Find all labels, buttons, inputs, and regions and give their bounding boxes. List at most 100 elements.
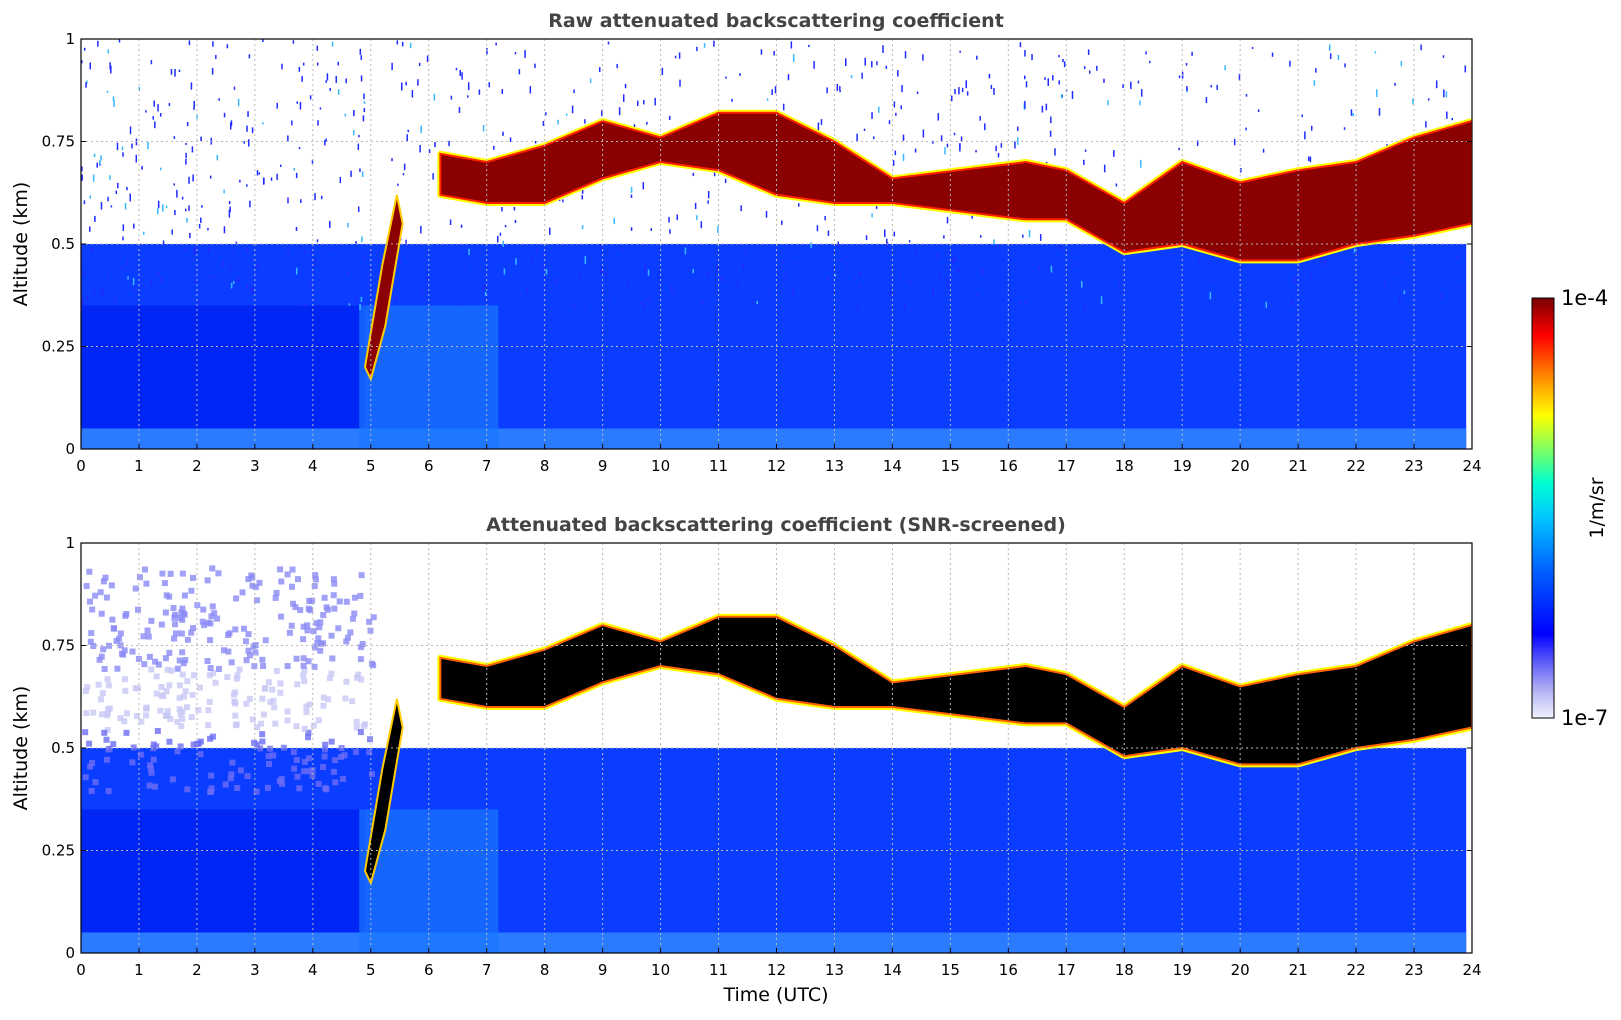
noise-speck xyxy=(1209,279,1212,283)
noise-speck xyxy=(325,80,327,83)
noise-speck xyxy=(736,280,739,288)
noise-speck xyxy=(1265,301,1268,308)
screened-noise-cell xyxy=(204,657,211,664)
y-tick-label: 0 xyxy=(65,440,75,458)
screened-noise-cell xyxy=(228,659,235,666)
noise-speck xyxy=(1031,54,1033,61)
noise-speck xyxy=(871,213,873,218)
x-tick-label: 11 xyxy=(709,457,728,475)
noise-speck xyxy=(337,61,339,66)
screened-noise-cell xyxy=(243,700,250,707)
noise-speck xyxy=(232,252,235,256)
noise-speck xyxy=(316,239,319,243)
noise-speck xyxy=(102,288,105,295)
noise-speck xyxy=(329,87,331,91)
noise-speck xyxy=(135,154,138,163)
noise-speck xyxy=(345,78,347,84)
noise-speck xyxy=(797,203,800,207)
noise-speck xyxy=(1028,230,1031,238)
noise-speck xyxy=(1445,91,1448,98)
noise-speck xyxy=(1343,127,1346,130)
noise-speck xyxy=(756,301,759,305)
noise-speck xyxy=(298,66,301,72)
x-tick-label: 13 xyxy=(825,961,844,979)
colorbar-min-label: 1e-7 xyxy=(1561,706,1608,730)
noise-speck xyxy=(1115,183,1118,187)
noise-speck xyxy=(228,209,231,218)
screened-noise-cell xyxy=(158,683,165,690)
noise-speck xyxy=(162,240,165,245)
noise-speck xyxy=(281,63,283,70)
noise-speck xyxy=(997,153,1000,158)
noise-speck xyxy=(262,39,264,42)
noise-speck xyxy=(1337,54,1340,61)
noise-speck xyxy=(1022,234,1024,238)
screened-noise-cell xyxy=(286,629,293,636)
noise-speck xyxy=(647,269,650,276)
noise-speck xyxy=(742,264,745,271)
noise-speck xyxy=(256,263,258,269)
noise-speck xyxy=(363,108,366,113)
noise-speck xyxy=(230,282,233,289)
screened-noise-cell xyxy=(82,774,89,781)
noise-speck xyxy=(170,68,173,75)
screened-noise-cell xyxy=(90,643,97,650)
screened-noise-cell xyxy=(138,718,145,725)
noise-speck xyxy=(141,165,143,170)
noise-speck xyxy=(518,69,521,75)
screened-noise-cell xyxy=(296,785,303,792)
screened-noise-cell xyxy=(259,731,266,738)
x-tick-label: 10 xyxy=(651,457,670,475)
noise-speck xyxy=(193,248,195,256)
noise-speck xyxy=(258,172,261,175)
noise-speck xyxy=(959,50,961,53)
noise-speck xyxy=(572,303,575,309)
noise-speck xyxy=(317,120,319,126)
noise-speck xyxy=(966,91,969,96)
noise-speck xyxy=(276,173,278,180)
noise-speck xyxy=(1052,75,1054,81)
screened-noise-cell xyxy=(209,603,216,610)
noise-speck xyxy=(357,143,360,151)
noise-speck xyxy=(198,223,201,229)
noise-speck xyxy=(292,40,295,44)
noise-speck xyxy=(548,227,551,235)
noise-speck xyxy=(976,55,978,60)
noise-speck xyxy=(501,207,503,212)
noise-speck xyxy=(1324,259,1327,268)
x-tick-label: 21 xyxy=(1289,457,1308,475)
noise-speck xyxy=(114,297,116,303)
screened-noise-cell xyxy=(242,638,249,645)
noise-speck xyxy=(157,271,160,277)
noise-speck xyxy=(1050,116,1052,124)
noise-speck xyxy=(353,109,355,117)
noise-speck xyxy=(403,163,406,171)
noise-speck xyxy=(432,173,434,180)
noise-speck xyxy=(584,119,586,124)
surface-layer-fill xyxy=(81,932,1467,953)
x-tick-label: 7 xyxy=(482,961,492,979)
x-tick-label: 11 xyxy=(709,961,728,979)
screened-noise-cell xyxy=(320,640,327,647)
screened-noise-cell xyxy=(176,706,183,713)
screened-noise-cell xyxy=(251,739,258,746)
noise-speck xyxy=(107,49,110,54)
screened-noise-cell xyxy=(252,649,259,656)
screened-noise-cell xyxy=(336,598,343,605)
noise-speck xyxy=(1245,94,1248,97)
noise-speck xyxy=(200,217,202,223)
noise-speck xyxy=(943,235,945,239)
noise-speck xyxy=(300,244,302,248)
screened-noise-cell xyxy=(207,620,214,627)
noise-speck xyxy=(1435,80,1438,89)
noise-speck xyxy=(601,110,603,117)
noise-speck xyxy=(817,122,820,131)
x-tick-label: 17 xyxy=(1057,457,1076,475)
noise-speck xyxy=(816,225,819,232)
noise-speck xyxy=(584,256,587,264)
noise-speck xyxy=(1209,292,1212,300)
noise-speck xyxy=(1071,91,1074,99)
noise-speck xyxy=(1137,80,1140,84)
noise-speck xyxy=(448,140,450,147)
screened-noise-cell xyxy=(89,606,96,613)
